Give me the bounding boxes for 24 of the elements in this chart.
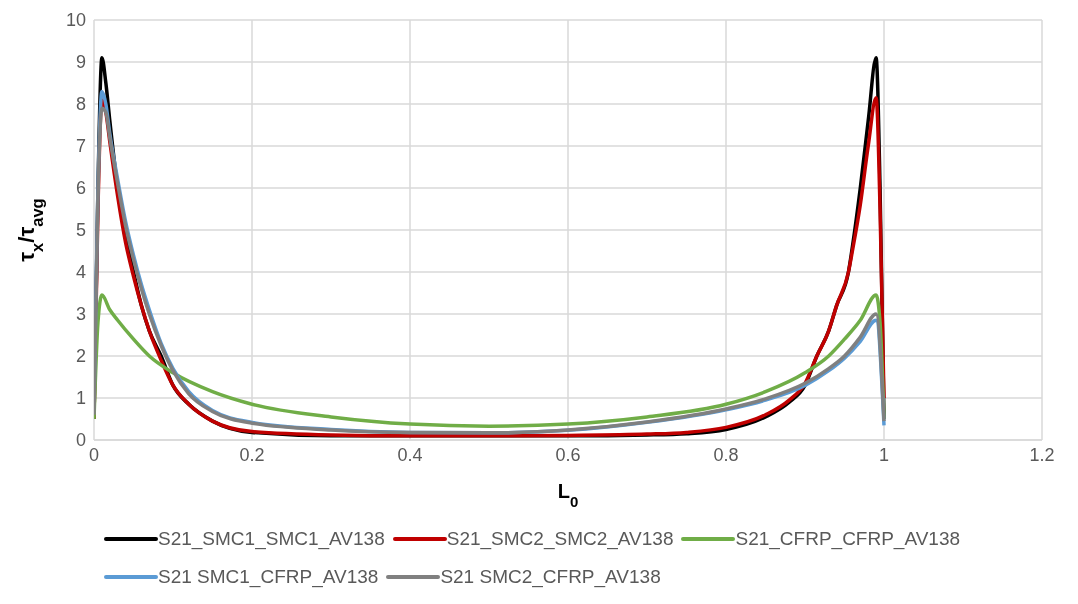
x-tick-label: 0.6 bbox=[555, 444, 581, 465]
x-tick-label: 1.2 bbox=[1029, 444, 1055, 465]
x-tick-label: 0 bbox=[88, 444, 100, 465]
y-tick-label: 9 bbox=[75, 52, 86, 73]
x-tick-label: 1 bbox=[878, 444, 890, 465]
y-tick-label: 7 bbox=[75, 136, 86, 157]
y-tick-label: 0 bbox=[75, 430, 86, 451]
x-tick-label: 0.8 bbox=[713, 444, 739, 465]
legend-label: S21 SMC2_CFRP_AV138 bbox=[440, 566, 661, 588]
y-tick-label: 4 bbox=[75, 262, 86, 283]
x-axis-title: L$_{0}$ bbox=[557, 480, 579, 510]
y-tick-label: 8 bbox=[75, 94, 86, 115]
x-tick-label: 0.4 bbox=[397, 444, 423, 465]
legend-label: S21_SMC2_SMC2_AV138 bbox=[446, 528, 674, 550]
x-tick-label: 0.2 bbox=[239, 444, 265, 465]
y-tick-label: 6 bbox=[75, 178, 86, 199]
legend-label: S21_CFRP_CFRP_AV138 bbox=[735, 528, 961, 550]
y-tick-label: 2 bbox=[75, 346, 86, 367]
y-tick-label: 3 bbox=[75, 304, 86, 325]
y-tick-label: 5 bbox=[75, 220, 86, 241]
y-tick-label: 1 bbox=[75, 388, 86, 409]
legend-label: S21 SMC1_CFRP_AV138 bbox=[158, 566, 379, 588]
legend-label: S21_SMC1_SMC1_AV138 bbox=[158, 528, 385, 550]
y-tick-label: 10 bbox=[65, 10, 86, 31]
